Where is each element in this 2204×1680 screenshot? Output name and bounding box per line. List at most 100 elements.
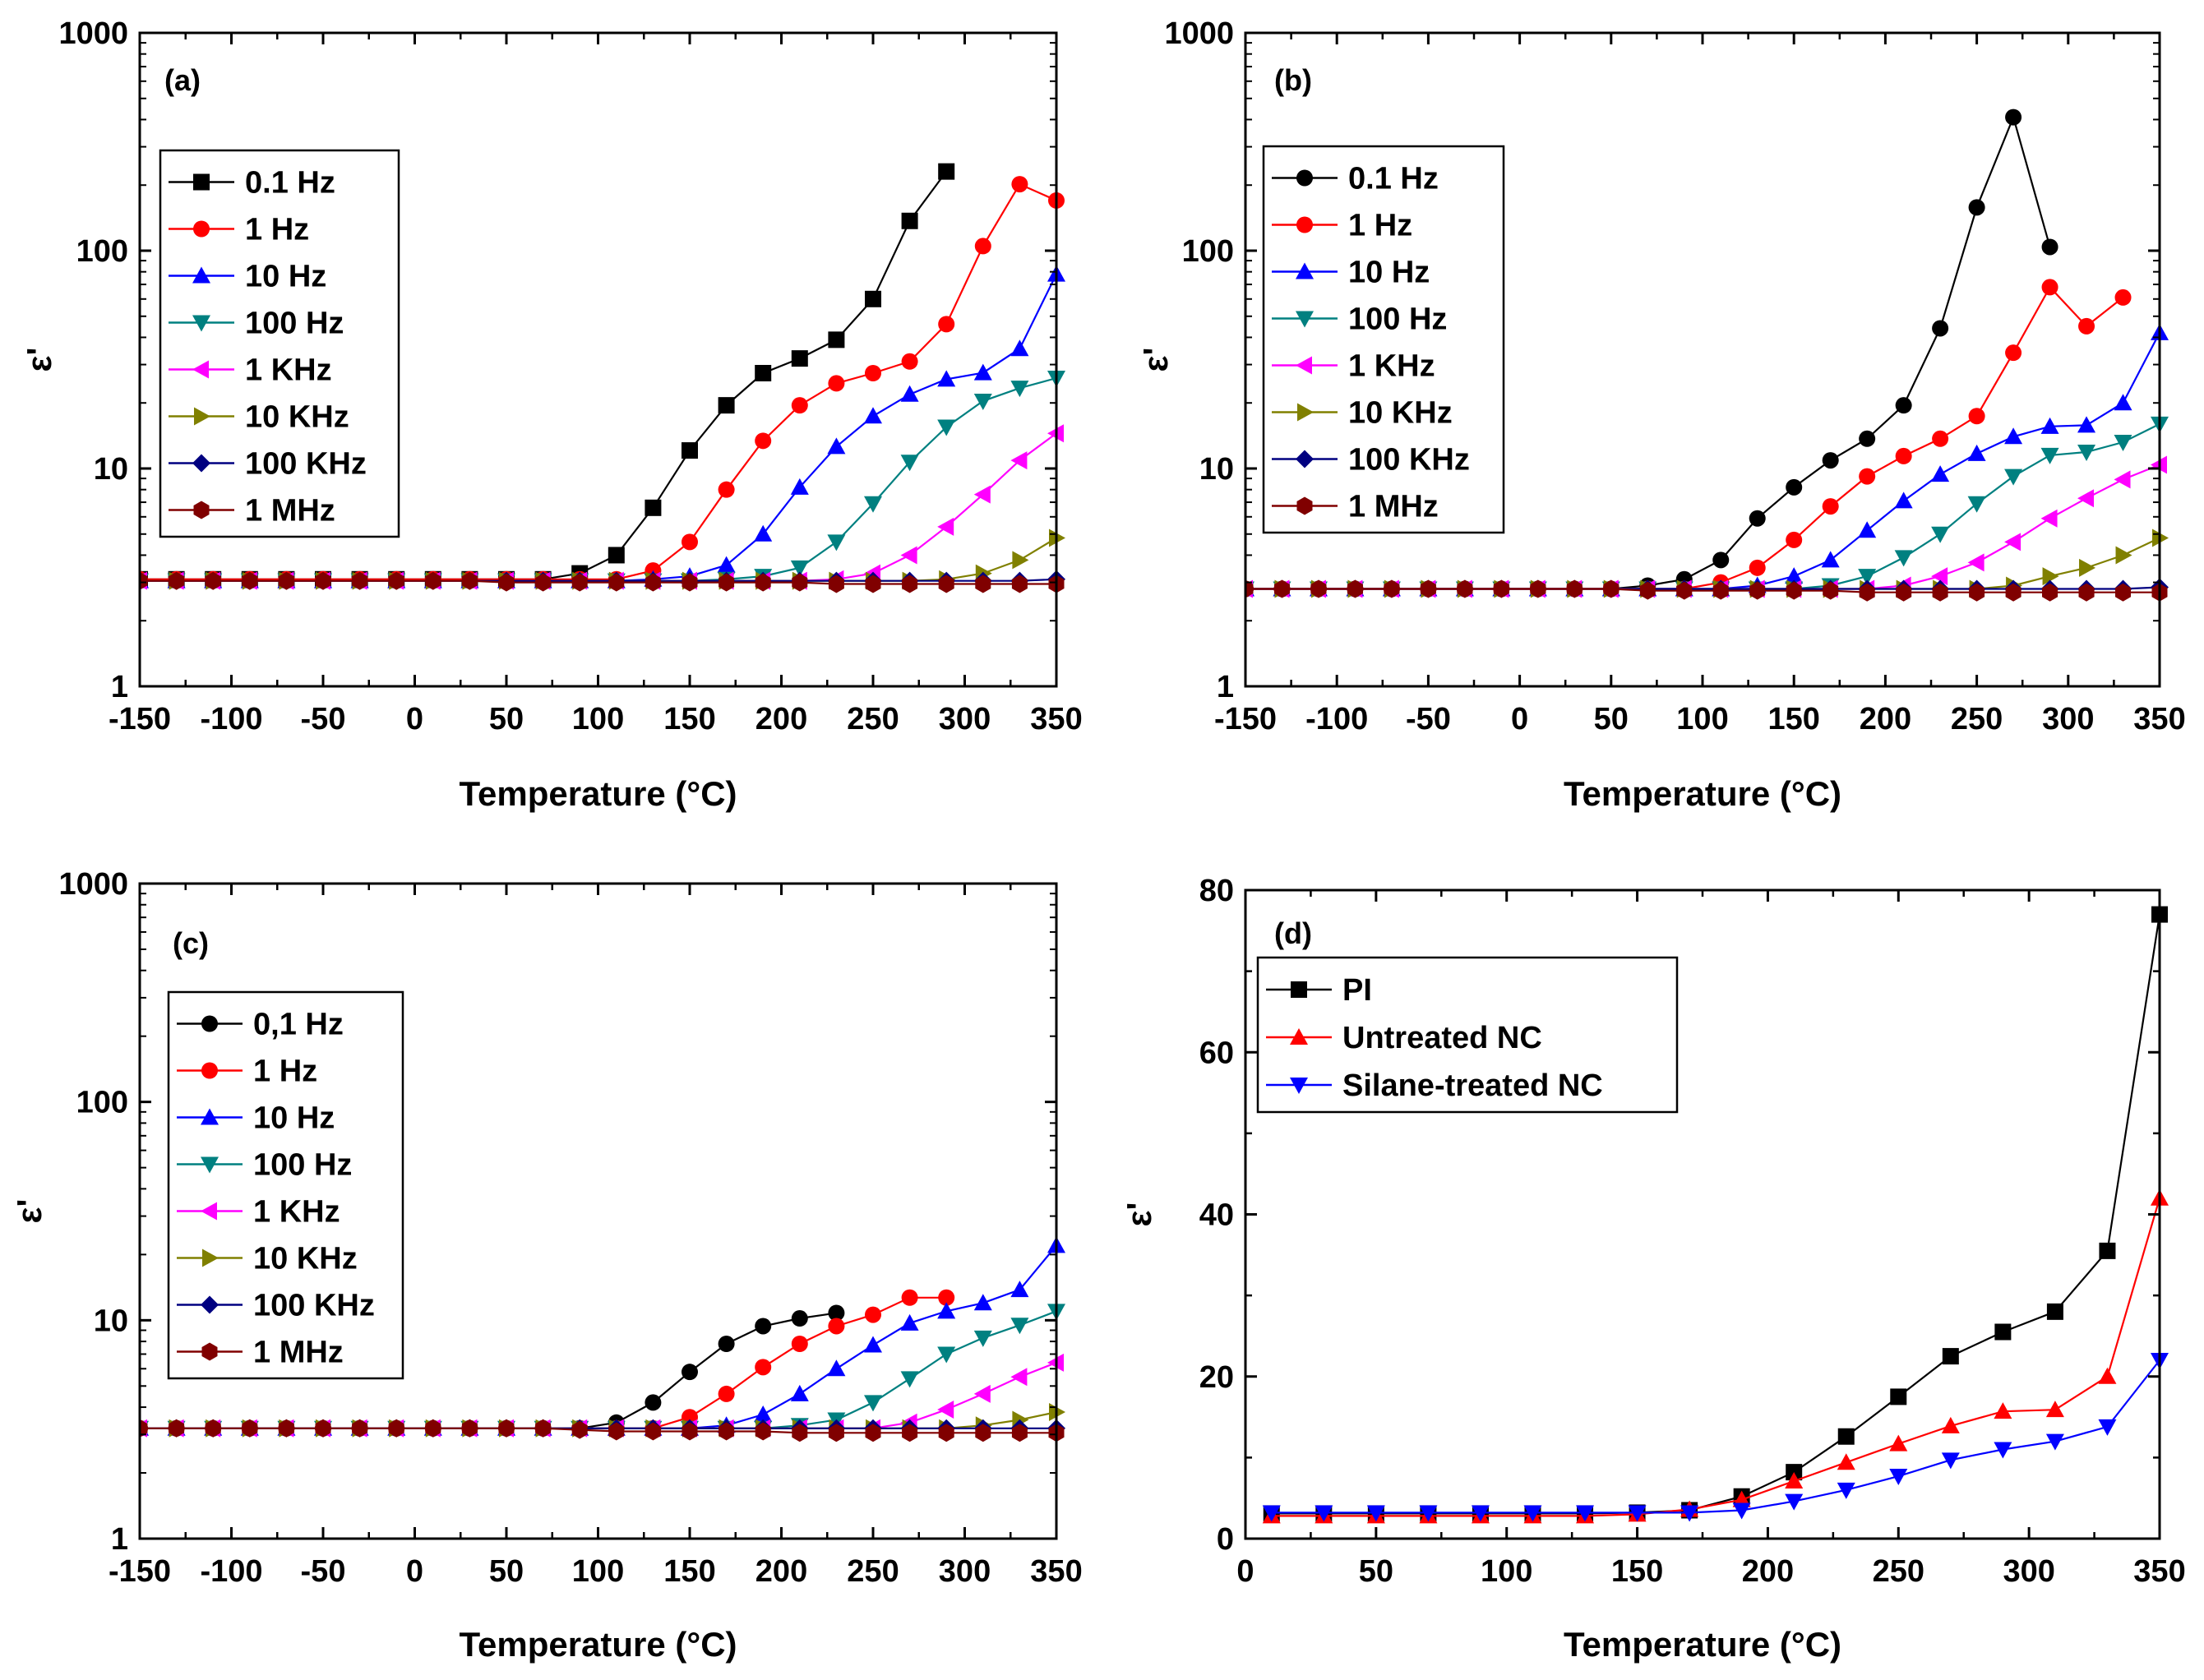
legend-label: 100 KHz [253,1289,375,1323]
data-point [2079,558,2096,577]
legend-item: 100 Hz [177,1148,352,1183]
legend-label: 100 KHz [1348,443,1470,478]
data-point [242,571,258,590]
legend-marker [192,360,209,379]
legend-label: 10 Hz [245,260,326,294]
data-point [827,437,846,455]
data-point [1749,510,1766,527]
legend: 0.1 Hz 1 Hz 10 Hz 100 Hz 1 KHz 10 KHz 100 KHz 1… [159,149,400,538]
data-point [1941,1416,1960,1433]
data-point [974,238,991,255]
data-point [682,533,698,551]
data-point [1384,579,1400,598]
data-point [1858,569,1877,586]
data-point [608,573,625,592]
data-point [1895,447,1912,464]
data-point [2077,416,2096,433]
legend-label: 1 Hz [245,213,309,247]
data-point [1969,583,1985,602]
data-point [1262,1505,1281,1522]
data-point [1566,579,1583,598]
legend-label: Untreated NC [1342,1021,1542,1055]
x-axis-label: Temperature (°C) [459,1625,737,1664]
data-point [938,163,955,180]
data-point [315,1419,331,1438]
legend-label: 1 MHz [245,494,335,528]
data-point [1889,1434,1908,1452]
y-tick-label: 10 [94,1304,128,1338]
x-tick-label: 350 [2133,702,2185,736]
legend-item: PI [1266,973,1372,1008]
legend-box [1256,956,1679,1114]
data-point [498,573,515,592]
x-tick-label: 150 [1611,1554,1663,1589]
data-point [1932,583,1948,602]
x-tick-label: 350 [1030,702,1082,736]
data-point [2040,447,2059,464]
y-tick-label: 1 [1217,670,1234,704]
data-point [718,1336,735,1353]
legend-item: 0.1 Hz [169,166,335,201]
data-point [1785,1471,1804,1488]
x-tick-label: 300 [2003,1554,2054,1589]
legend-marker [1296,356,1312,375]
data-point [900,385,919,402]
data-point [973,1330,992,1347]
y-tick-label: 100 [1182,234,1234,269]
legend-marker [201,1202,217,1221]
data-point [535,573,552,592]
data-point [1310,579,1327,598]
data-point [755,432,772,450]
legend-marker [192,315,210,332]
data-point [973,393,992,410]
data-point [755,364,772,381]
data-point [1821,551,1840,568]
x-tick-label: -100 [1305,702,1368,736]
x-tick-label: 350 [1030,1554,1082,1589]
x-tick-label: 0 [1236,1554,1254,1589]
data-point [2077,444,2096,461]
x-tick-label: 250 [847,1554,899,1589]
series-silane-treated-nc [1262,1353,2169,1522]
data-point [718,1422,735,1441]
panel-label: (c) [173,926,209,960]
data-point [1890,1388,1907,1405]
data-point [1967,444,1986,461]
data-point [865,364,881,381]
data-point [973,1384,991,1403]
data-point [1785,567,1804,584]
data-point [2078,583,2095,602]
data-point [1315,1505,1333,1522]
data-point [461,571,478,590]
data-point [755,1318,772,1335]
y-axis-label: ε' [1120,1202,1158,1227]
data-point [2045,1401,2064,1418]
legend-label: 1 MHz [1348,490,1439,524]
data-point [828,1318,845,1335]
legend-marker [1296,216,1313,233]
data-point [1859,583,1875,602]
data-point [792,1424,808,1442]
legend-label: 100 Hz [253,1148,352,1183]
data-point [1785,1493,1804,1511]
data-point [608,547,625,564]
legend-item: 1 Hz [177,1055,317,1089]
legend-label: 10 Hz [1348,256,1430,290]
data-point [754,524,773,542]
data-point [1931,567,1948,586]
data-point [1895,397,1912,414]
data-point [645,1394,662,1411]
legend-marker [194,407,210,426]
data-point [1457,579,1473,598]
data-point [937,1400,954,1419]
data-point [1822,498,1839,515]
data-point [827,1359,846,1377]
data-point [1931,465,1950,482]
legend-marker [193,173,210,191]
data-point [975,1424,991,1442]
data-point [791,1336,808,1353]
data-point [828,375,845,392]
y-tick-label: 1000 [1164,16,1234,51]
data-point [2041,279,2058,296]
data-point [1941,1452,1960,1470]
